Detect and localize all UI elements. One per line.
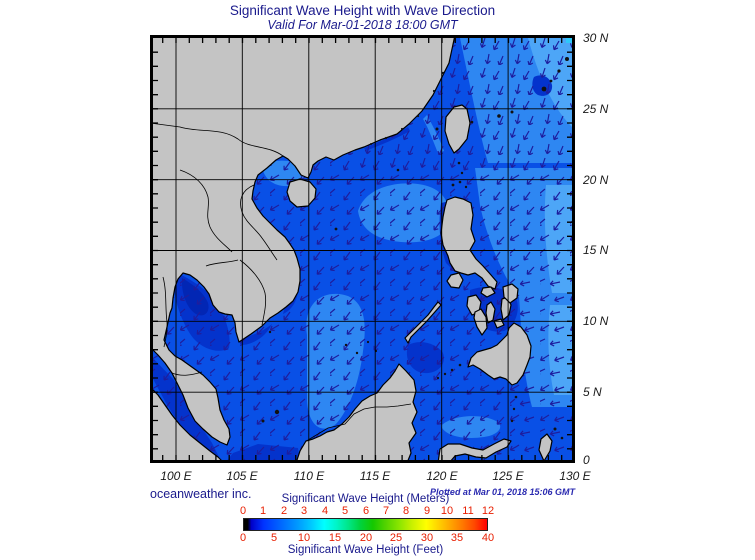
- cb-f-15: 15: [328, 532, 342, 544]
- island-palawan: [404, 301, 442, 344]
- map-canvas: [149, 34, 575, 464]
- map-frame: [150, 35, 575, 463]
- cb-m-7: 7: [382, 505, 390, 517]
- land-china-indochina: [149, 34, 456, 446]
- cb-f-10: 10: [297, 532, 311, 544]
- colorbar-meters-title: Significant Wave Height (Meters): [281, 493, 450, 505]
- degree-ticks: [153, 38, 572, 460]
- cb-m-12: 12: [481, 505, 495, 517]
- lon-label-120e: 120 E: [426, 469, 458, 483]
- island-mindoro: [446, 272, 464, 289]
- lat-label-30n: 30 N: [583, 31, 609, 45]
- island-negros: [473, 308, 488, 336]
- lat-label-5n: 5 N: [583, 385, 602, 399]
- lat-label-10n: 10 N: [583, 314, 609, 328]
- cb-m-5: 5: [341, 505, 349, 517]
- island-mindanao: [467, 322, 532, 386]
- lon-label-100e: 100 E: [160, 469, 192, 483]
- small-islands: [261, 57, 569, 440]
- island-masbate: [480, 286, 496, 298]
- lon-label-115e: 115 E: [359, 469, 391, 483]
- colorbar-gradient: [243, 518, 488, 531]
- cb-f-5: 5: [270, 532, 278, 544]
- lon-label-105e: 105 E: [226, 469, 258, 483]
- lon-label-130e: 130 E: [559, 469, 591, 483]
- cb-m-11: 11: [462, 505, 474, 517]
- cb-f-20: 20: [359, 532, 373, 544]
- island-sulawesi: [437, 438, 512, 464]
- cb-m-1: 1: [259, 505, 267, 517]
- cb-m-3: 3: [300, 505, 308, 517]
- island-taiwan: [444, 104, 471, 154]
- cb-f-40: 40: [481, 532, 495, 544]
- cb-m-6: 6: [362, 505, 370, 517]
- page-title: Significant Wave Height with Wave Direct…: [229, 3, 496, 18]
- valid-time-subtitle: Valid For Mar-01-2018 18:00 GMT: [267, 18, 458, 32]
- colorbar-feet-title: Significant Wave Height (Feet): [287, 544, 444, 556]
- gridlines: [153, 38, 572, 460]
- cb-f-30: 30: [420, 532, 434, 544]
- cb-m-2: 2: [280, 505, 288, 517]
- lat-label-0: 0: [583, 453, 590, 467]
- lon-label-125e: 125 E: [492, 469, 524, 483]
- island-borneo: [295, 363, 418, 464]
- cb-m-10: 10: [440, 505, 454, 517]
- island-halmahera: [538, 433, 553, 462]
- lat-label-25n: 25 N: [583, 102, 609, 116]
- lat-label-15n: 15 N: [583, 243, 609, 257]
- map-area: [149, 34, 575, 464]
- oceanweather-brand: oceanweather inc.: [150, 487, 252, 501]
- lon-label-110e: 110 E: [293, 469, 325, 483]
- cb-m-0: 0: [239, 505, 247, 517]
- cb-m-8: 8: [402, 505, 410, 517]
- cb-m-9: 9: [423, 505, 431, 517]
- plotted-timestamp: Plotted at Mar 01, 2018 15:06 GMT: [429, 487, 575, 497]
- cb-m-4: 4: [321, 505, 329, 517]
- cb-f-0: 0: [239, 532, 247, 544]
- lat-label-20n: 20 N: [583, 173, 609, 187]
- cb-f-25: 25: [389, 532, 403, 544]
- island-cebu: [485, 301, 496, 324]
- land-masses: [149, 34, 553, 464]
- island-samar: [502, 283, 519, 304]
- cb-f-35: 35: [450, 532, 464, 544]
